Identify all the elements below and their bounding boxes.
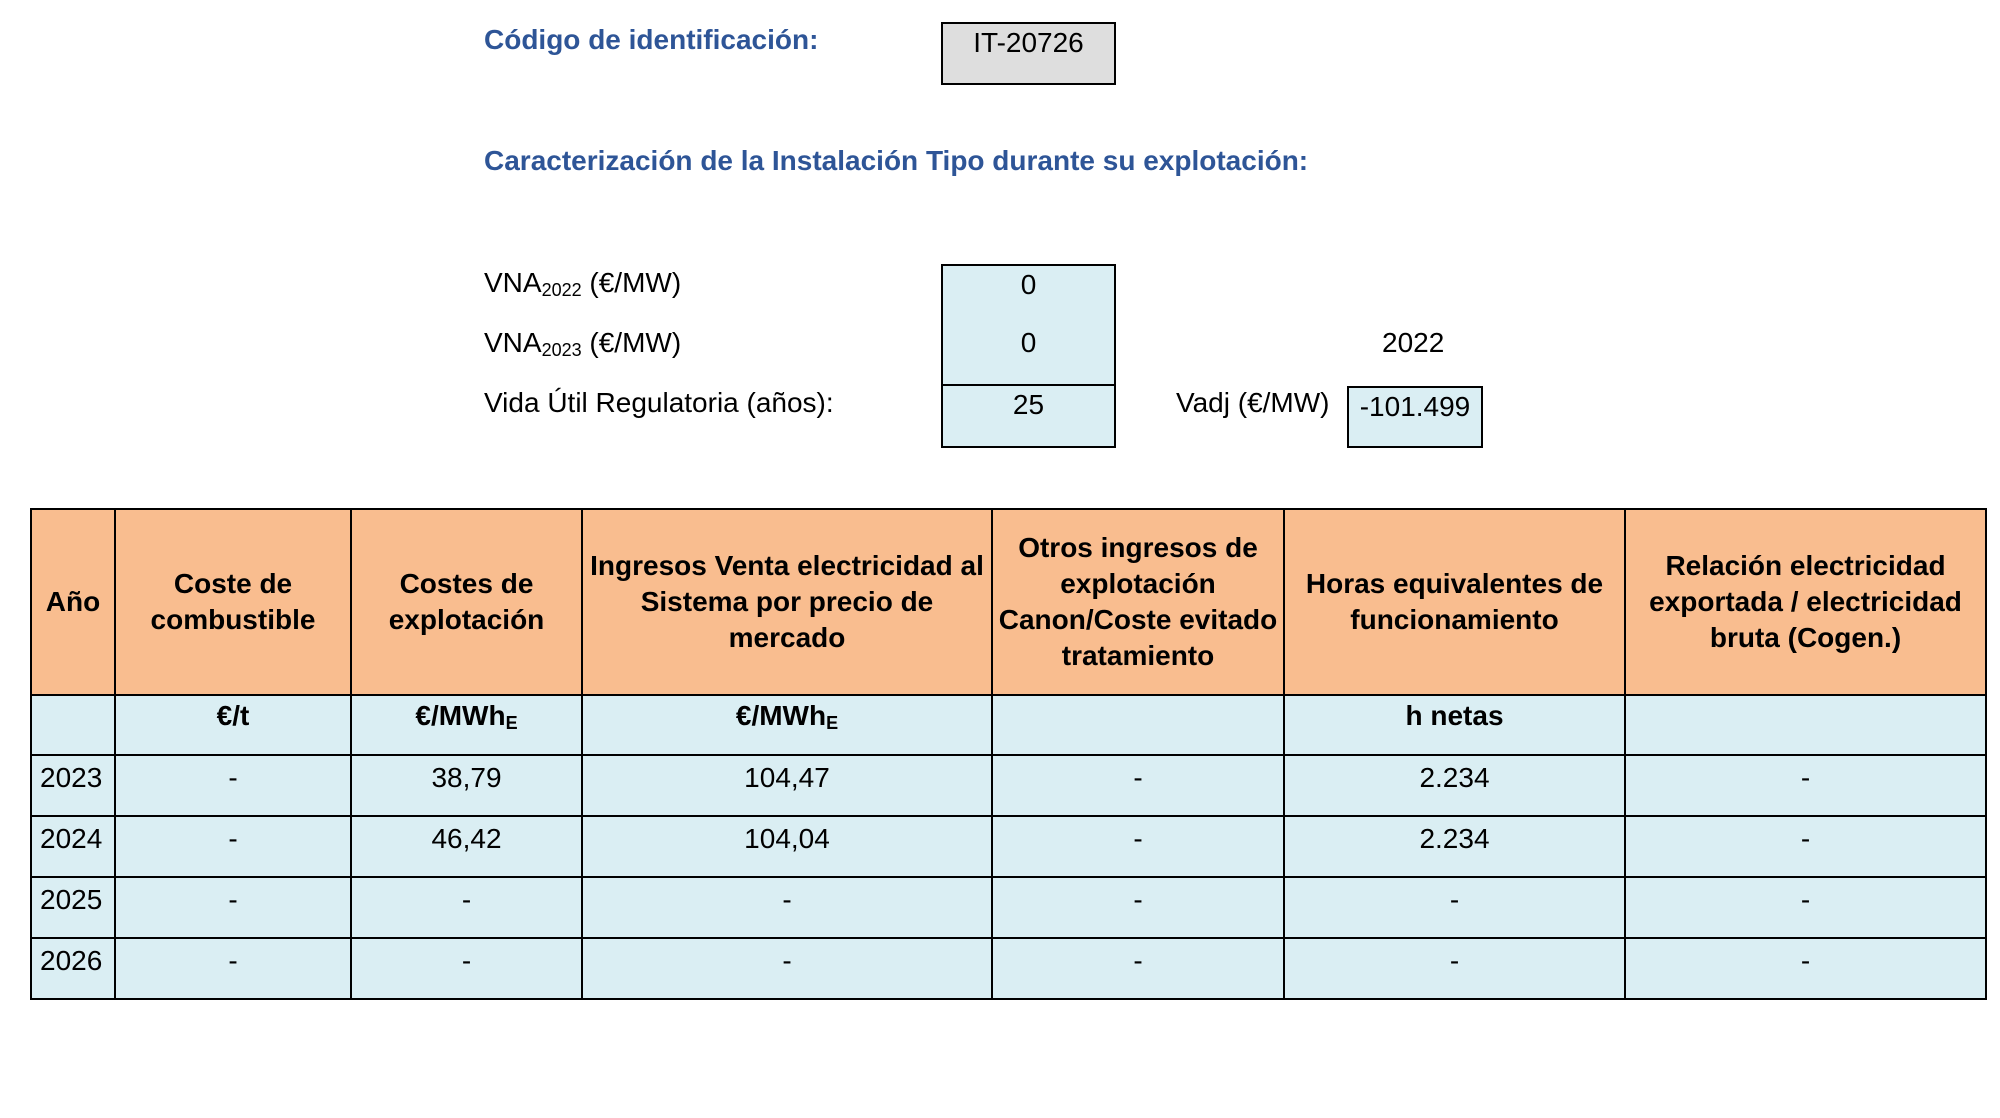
table-row: 2025 - - - - - - — [30, 876, 1987, 939]
cell-explotacion: - — [350, 937, 583, 1000]
table-header-row: Año Coste de combustible Costes de explo… — [30, 508, 1987, 696]
cell-horas: - — [1283, 937, 1626, 1000]
vna2023-value-box: 0 — [941, 324, 1116, 386]
cell-explotacion: 38,79 — [350, 754, 583, 817]
header-costes-explotacion: Costes de explotación — [350, 508, 583, 696]
costs-table: Año Coste de combustible Costes de explo… — [30, 508, 1987, 1000]
table-row: 2024 - 46,42 104,04 - 2.234 - — [30, 815, 1987, 878]
vna2023-value: 0 — [1020, 327, 1037, 358]
header-anio: Año — [30, 508, 116, 696]
unit-combustible: €/t — [114, 694, 352, 756]
cell-otros: - — [991, 815, 1285, 878]
table-row: 2023 - 38,79 104,47 - 2.234 - — [30, 754, 1987, 817]
cell-explotacion: - — [350, 876, 583, 939]
table-row: 2026 - - - - - - — [30, 937, 1987, 1000]
header-coste-combustible: Coste de combustible — [114, 508, 352, 696]
vadj-label: Vadj (€/MW) — [1176, 387, 1330, 418]
cell-otros: - — [991, 937, 1285, 1000]
cell-ingresos: - — [581, 937, 993, 1000]
vna2023-label: VNA2023 (€/MW) — [484, 327, 682, 360]
vida-util-value-box: 25 — [941, 386, 1116, 448]
vna2022-label: VNA2022 (€/MW) — [484, 267, 682, 300]
cell-combustible: - — [114, 876, 352, 939]
vna2022-value: 0 — [1020, 269, 1037, 300]
vna2022-value-box: 0 — [941, 264, 1116, 326]
unit-ingresos: €/MWhE — [581, 694, 993, 756]
cell-relacion: - — [1624, 754, 1987, 817]
cell-horas: - — [1283, 876, 1626, 939]
cell-anio: 2024 — [30, 815, 116, 878]
cell-anio: 2025 — [30, 876, 116, 939]
vadj-value-box: -101.499 — [1347, 386, 1483, 448]
header-otros-ingresos: Otros ingresos de explotación Canon/Cost… — [991, 508, 1285, 696]
cell-explotacion: 46,42 — [350, 815, 583, 878]
unit-otros — [991, 694, 1285, 756]
cell-anio: 2026 — [30, 937, 116, 1000]
cell-anio: 2023 — [30, 754, 116, 817]
header-ingresos-venta: Ingresos Venta electricidad al Sistema p… — [581, 508, 993, 696]
section-title: Caracterización de la Instalación Tipo d… — [484, 145, 1309, 176]
vida-util-label: Vida Útil Regulatoria (años): — [484, 387, 834, 418]
vadj-value: -101.499 — [1359, 391, 1471, 422]
vida-util-value: 25 — [1012, 389, 1045, 420]
table-units-row: €/t €/MWhE €/MWhE h netas — [30, 694, 1987, 756]
cell-combustible: - — [114, 937, 352, 1000]
cell-relacion: - — [1624, 876, 1987, 939]
cell-combustible: - — [114, 754, 352, 817]
id-value: IT-20726 — [973, 27, 1084, 58]
unit-anio — [30, 694, 116, 756]
unit-horas: h netas — [1283, 694, 1626, 756]
cell-relacion: - — [1624, 937, 1987, 1000]
year-label: 2022 — [1382, 327, 1445, 358]
header-relacion-electricidad: Relación electricidad exportada / electr… — [1624, 508, 1987, 696]
cell-ingresos: 104,04 — [581, 815, 993, 878]
header-horas-equivalentes: Horas equivalentes de funcionamiento — [1283, 508, 1626, 696]
cell-otros: - — [991, 754, 1285, 817]
unit-explotacion: €/MWhE — [350, 694, 583, 756]
id-label: Código de identificación: — [484, 24, 819, 55]
cell-ingresos: - — [581, 876, 993, 939]
cell-combustible: - — [114, 815, 352, 878]
unit-relacion — [1624, 694, 1987, 756]
cell-otros: - — [991, 876, 1285, 939]
cell-relacion: - — [1624, 815, 1987, 878]
cell-ingresos: 104,47 — [581, 754, 993, 817]
cell-horas: 2.234 — [1283, 754, 1626, 817]
cell-horas: 2.234 — [1283, 815, 1626, 878]
id-value-box: IT-20726 — [941, 22, 1116, 85]
